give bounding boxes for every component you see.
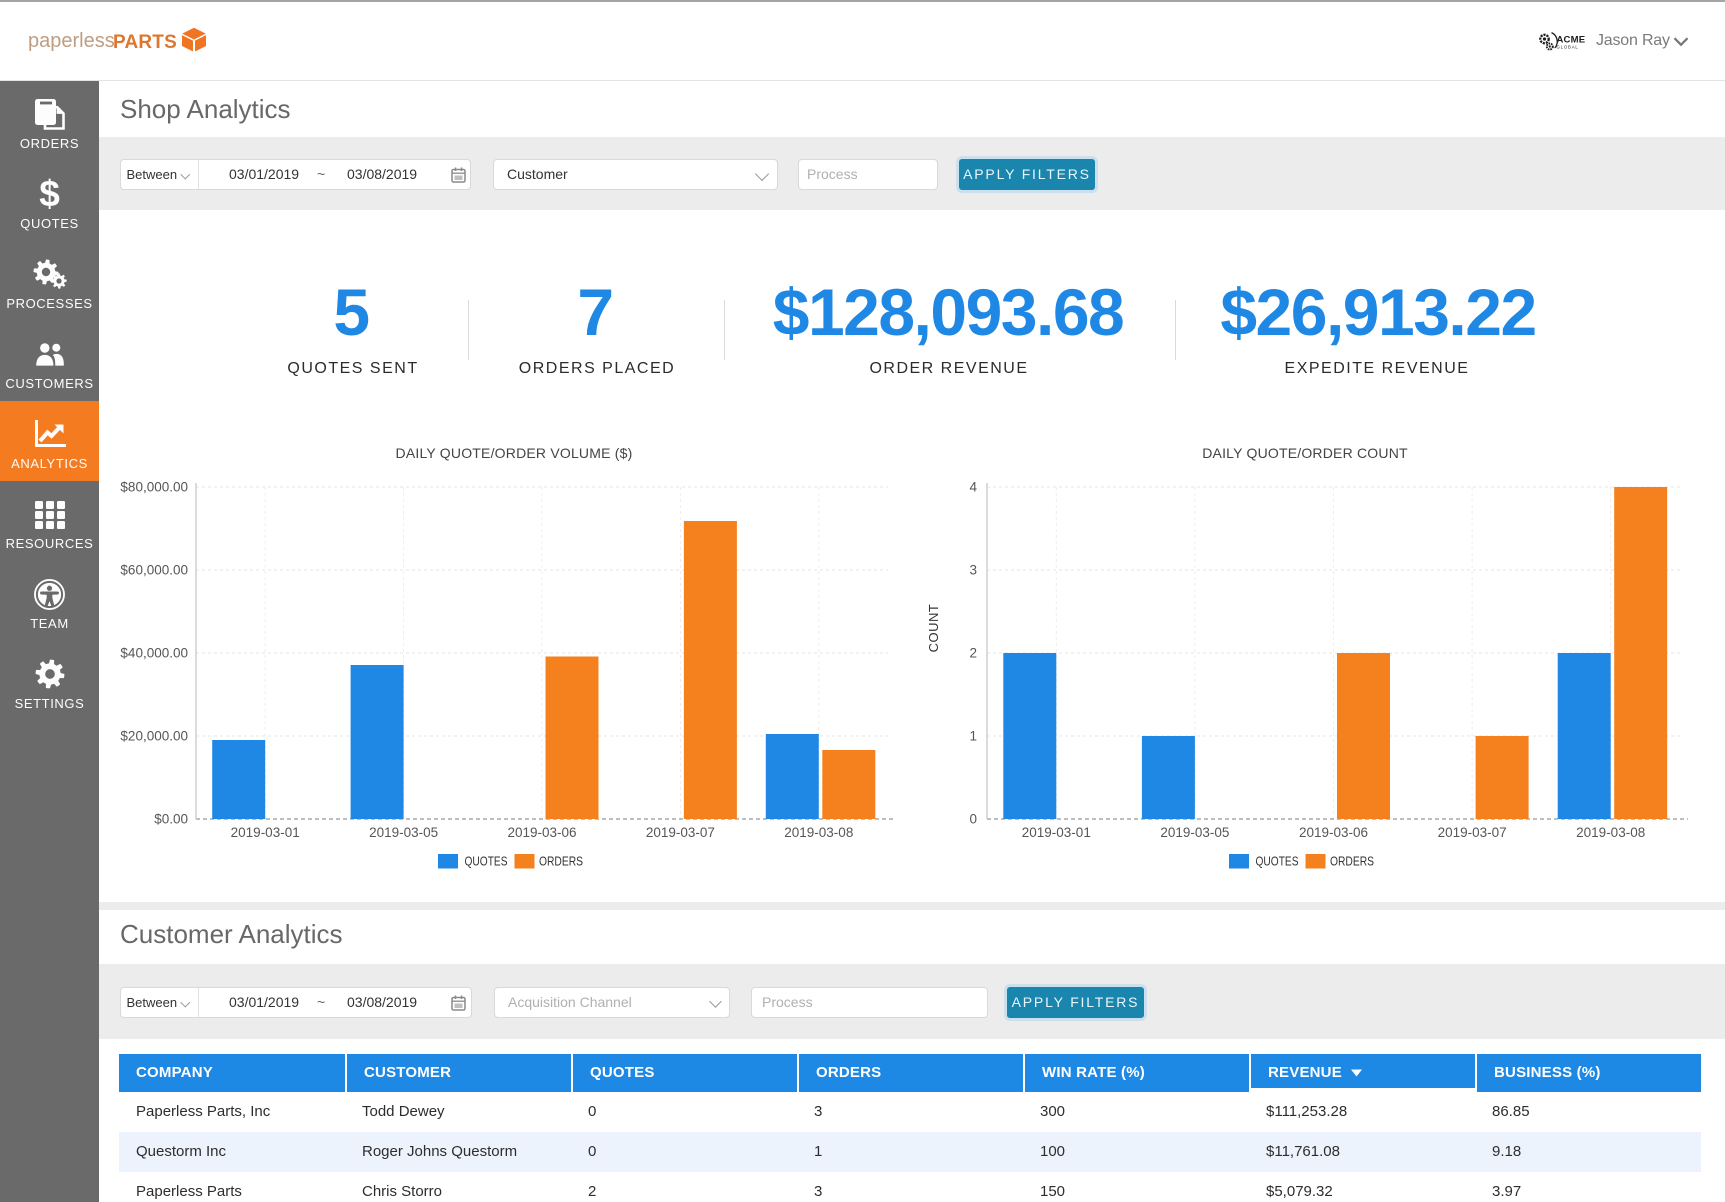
svg-text:2019-03-06: 2019-03-06	[507, 825, 576, 840]
svg-text:2019-03-07: 2019-03-07	[646, 825, 715, 840]
svg-text:2019-03-08: 2019-03-08	[1576, 825, 1645, 840]
svg-text:$40,000.00: $40,000.00	[120, 646, 188, 661]
svg-text:ACME: ACME	[1557, 35, 1586, 46]
svg-text:2019-03-01: 2019-03-01	[1022, 825, 1091, 840]
svg-text:2019-03-08: 2019-03-08	[784, 825, 853, 840]
svg-text:COUNT: COUNT	[926, 604, 941, 653]
svg-text:ORDERS: ORDERS	[539, 855, 583, 869]
svg-text:ORDERS: ORDERS	[1330, 855, 1374, 869]
svg-text:DAILY QUOTE/ORDER COUNT: DAILY QUOTE/ORDER COUNT	[1202, 445, 1408, 461]
svg-text:1: 1	[969, 729, 977, 744]
svg-text:0: 0	[969, 812, 977, 827]
svg-text:2019-03-01: 2019-03-01	[231, 825, 300, 840]
svg-text:GLOBAL: GLOBAL	[1557, 45, 1579, 50]
svg-text:QUOTES: QUOTES	[465, 855, 508, 869]
svg-text:2: 2	[969, 646, 977, 661]
svg-text:QUOTES: QUOTES	[1256, 855, 1299, 869]
svg-text:2019-03-07: 2019-03-07	[1438, 825, 1507, 840]
svg-text:$0.00: $0.00	[154, 812, 188, 827]
svg-text:$80,000.00: $80,000.00	[120, 480, 188, 495]
svg-text:2019-03-05: 2019-03-05	[369, 825, 438, 840]
svg-text:2019-03-06: 2019-03-06	[1299, 825, 1368, 840]
svg-text:3: 3	[969, 563, 977, 578]
svg-text:2019-03-05: 2019-03-05	[1160, 825, 1229, 840]
svg-text:$20,000.00: $20,000.00	[120, 729, 188, 744]
svg-text:DAILY QUOTE/ORDER VOLUME ($): DAILY QUOTE/ORDER VOLUME ($)	[396, 445, 633, 461]
svg-text:$60,000.00: $60,000.00	[120, 563, 188, 578]
svg-text:4: 4	[969, 480, 977, 495]
